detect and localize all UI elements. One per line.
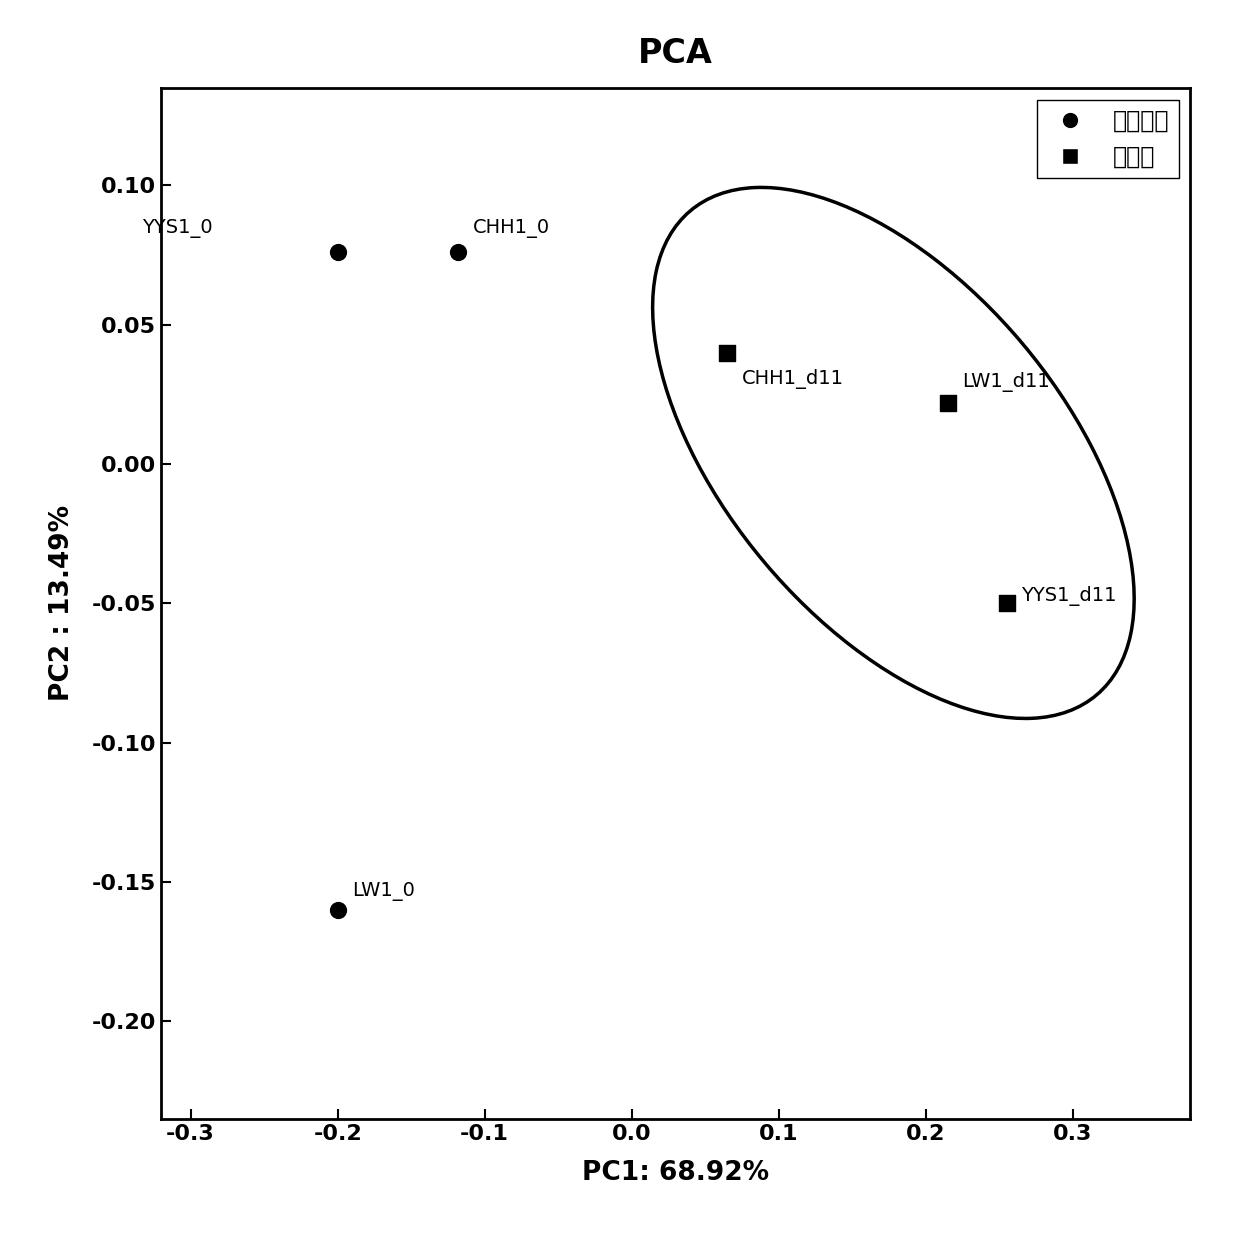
Title: PCA: PCA [639, 36, 713, 70]
Point [937, 392, 957, 412]
Text: LW1_d11: LW1_d11 [962, 372, 1050, 392]
Point [997, 593, 1017, 613]
Legend: 原始样本, 发酵液: 原始样本, 发酵液 [1037, 99, 1178, 178]
Point [449, 243, 469, 263]
Point [717, 343, 737, 363]
Text: CHH1_0: CHH1_0 [472, 220, 551, 239]
Text: YYS1_0: YYS1_0 [143, 220, 213, 239]
Y-axis label: PC2 : 13.49%: PC2 : 13.49% [50, 505, 76, 701]
Text: YYS1_d11: YYS1_d11 [1022, 586, 1117, 606]
Text: LW1_0: LW1_0 [352, 882, 415, 901]
Point [327, 900, 347, 920]
Text: CHH1_d11: CHH1_d11 [742, 368, 844, 388]
X-axis label: PC1: 68.92%: PC1: 68.92% [583, 1160, 769, 1187]
Point [327, 243, 347, 263]
